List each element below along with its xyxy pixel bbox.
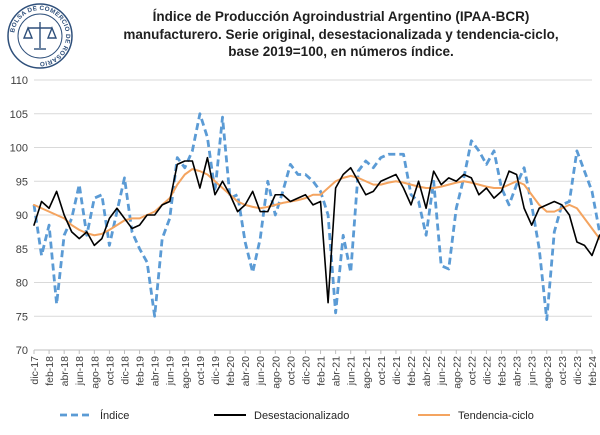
x-tick-label: feb-19 bbox=[135, 356, 147, 386]
y-tick-label: 105 bbox=[10, 109, 28, 121]
chart-title: Índice de Producción Agroindustrial Arge… bbox=[86, 8, 596, 61]
x-tick-label: ago-19 bbox=[180, 356, 192, 389]
x-tick-label: oct-19 bbox=[195, 356, 207, 385]
x-tick-label: jun-21 bbox=[346, 356, 358, 386]
series-line-desestacionalizado bbox=[33, 156, 600, 304]
x-tick-label: feb-23 bbox=[497, 356, 509, 386]
y-tick-label: 75 bbox=[16, 311, 28, 323]
x-tick-label: ago-18 bbox=[89, 356, 101, 389]
legend-label: Índice bbox=[100, 409, 129, 422]
x-tick-label: feb-18 bbox=[44, 356, 56, 386]
x-tick-label: ago-21 bbox=[361, 356, 373, 389]
x-tick-label: dic-18 bbox=[119, 356, 131, 385]
x-tick-label: abr-22 bbox=[421, 356, 433, 387]
y-tick-label: 80 bbox=[16, 278, 28, 290]
x-tick-label: ago-20 bbox=[270, 356, 282, 389]
legend-item: Tendencia-ciclo bbox=[418, 410, 534, 422]
scales-icon bbox=[22, 22, 58, 50]
y-tick-label: 100 bbox=[10, 143, 28, 155]
x-tick-label: jun-23 bbox=[527, 356, 539, 386]
series-line-tendencia-ciclo bbox=[33, 168, 600, 241]
x-tick-label: dic-22 bbox=[481, 356, 493, 385]
x-tick-label: abr-21 bbox=[331, 356, 343, 387]
x-tick-label: jun-18 bbox=[74, 356, 86, 386]
y-tick-label: 90 bbox=[16, 210, 28, 222]
x-tick-label: dic-19 bbox=[210, 356, 222, 385]
y-tick-label: 110 bbox=[10, 75, 28, 87]
title-line-2: manufacturero. Serie original, desestaci… bbox=[123, 26, 559, 42]
x-tick-label: oct-22 bbox=[466, 356, 478, 385]
x-tick-label: oct-20 bbox=[285, 356, 297, 385]
title-line-1: Índice de Producción Agroindustrial Arge… bbox=[152, 9, 530, 24]
x-tick-label: jun-22 bbox=[436, 356, 448, 386]
x-tick-label: abr-18 bbox=[59, 356, 71, 387]
legend-label: Desestacionalizado bbox=[254, 410, 349, 422]
x-tick-label: feb-22 bbox=[406, 356, 418, 386]
x-tick-label: jun-19 bbox=[165, 356, 177, 386]
x-tick-label: feb-24 bbox=[587, 356, 599, 386]
x-tick-label: dic-23 bbox=[572, 356, 584, 385]
x-tick-label: abr-23 bbox=[512, 356, 524, 387]
series-line--ndice bbox=[32, 112, 600, 322]
x-tick-label: abr-20 bbox=[240, 356, 252, 387]
legend-label: Tendencia-ciclo bbox=[458, 410, 534, 422]
y-tick-label: 70 bbox=[16, 345, 28, 357]
legend-item: Índice bbox=[60, 409, 129, 422]
x-tick-label: ago-23 bbox=[542, 356, 554, 389]
x-tick-label: feb-21 bbox=[316, 356, 328, 386]
x-tick-label: ago-22 bbox=[451, 356, 463, 389]
x-tick-label: feb-20 bbox=[225, 356, 237, 386]
y-tick-label: 85 bbox=[16, 244, 28, 256]
legend-item: Desestacionalizado bbox=[214, 410, 349, 422]
bcr-seal-logo: BOLSA DE COMERCIO DE ROSARIO bbox=[7, 3, 73, 69]
x-tick-label: dic-21 bbox=[391, 356, 403, 385]
x-tick-label: oct-23 bbox=[557, 356, 569, 385]
y-tick-label: 95 bbox=[16, 176, 28, 188]
x-tick-label: oct-18 bbox=[104, 356, 116, 385]
x-tick-label: oct-21 bbox=[376, 356, 388, 385]
title-line-3: base 2019=100, en números índice. bbox=[228, 44, 454, 59]
x-tick-label: jun-20 bbox=[255, 356, 267, 386]
x-tick-label: abr-19 bbox=[150, 356, 162, 387]
x-tick-label: dic-20 bbox=[300, 356, 312, 385]
x-tick-label: dic-17 bbox=[29, 356, 41, 385]
